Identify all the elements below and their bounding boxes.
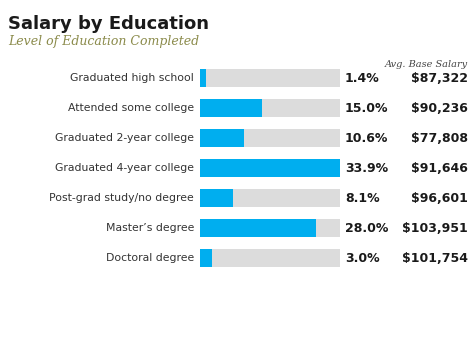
- Bar: [200, 129, 340, 147]
- Text: $77,808: $77,808: [411, 132, 468, 144]
- Text: Avg. Base Salary: Avg. Base Salary: [385, 60, 468, 69]
- Text: Graduated 2-year college: Graduated 2-year college: [55, 133, 194, 143]
- Text: 33.9%: 33.9%: [345, 162, 388, 174]
- Bar: [200, 219, 340, 237]
- Text: Graduated high school: Graduated high school: [70, 73, 194, 83]
- Text: $101,754: $101,754: [402, 252, 468, 265]
- Bar: [200, 69, 340, 87]
- Bar: [200, 99, 262, 117]
- Bar: [200, 249, 212, 267]
- Bar: [200, 249, 340, 267]
- Bar: [200, 99, 340, 117]
- Text: $103,951: $103,951: [402, 221, 468, 235]
- Text: Doctoral degree: Doctoral degree: [106, 253, 194, 263]
- Text: 3.0%: 3.0%: [345, 252, 380, 265]
- Bar: [200, 69, 206, 87]
- Bar: [200, 159, 340, 177]
- Text: $96,601: $96,601: [411, 191, 468, 204]
- Text: Post-grad study/no degree: Post-grad study/no degree: [49, 193, 194, 203]
- Text: Master’s degree: Master’s degree: [106, 223, 194, 233]
- Text: 1.4%: 1.4%: [345, 71, 380, 85]
- Text: $87,322: $87,322: [411, 71, 468, 85]
- Bar: [200, 129, 244, 147]
- Bar: [200, 219, 316, 237]
- Text: 28.0%: 28.0%: [345, 221, 388, 235]
- Text: Level of Education Completed: Level of Education Completed: [8, 35, 199, 48]
- Text: $90,236: $90,236: [411, 102, 468, 115]
- Text: Salary by Education: Salary by Education: [8, 15, 209, 33]
- Text: 10.6%: 10.6%: [345, 132, 388, 144]
- Bar: [200, 189, 234, 207]
- Bar: [200, 189, 340, 207]
- Text: Attended some college: Attended some college: [68, 103, 194, 113]
- Bar: [200, 159, 340, 177]
- Text: Graduated 4-year college: Graduated 4-year college: [55, 163, 194, 173]
- Text: $91,646: $91,646: [411, 162, 468, 174]
- Text: 8.1%: 8.1%: [345, 191, 380, 204]
- Text: 15.0%: 15.0%: [345, 102, 389, 115]
